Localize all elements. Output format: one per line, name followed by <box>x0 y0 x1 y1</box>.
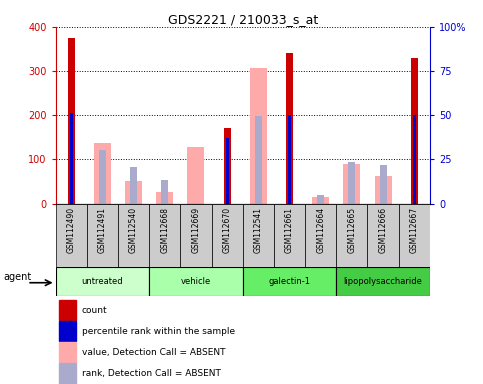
Text: GSM112664: GSM112664 <box>316 207 325 253</box>
Bar <box>343 164 360 204</box>
Bar <box>336 204 368 267</box>
Text: untreated: untreated <box>82 277 123 286</box>
Text: GSM112669: GSM112669 <box>191 207 200 253</box>
Bar <box>59 342 76 362</box>
Bar <box>242 204 274 267</box>
Bar <box>224 128 230 204</box>
Text: value, Detection Call = ABSENT: value, Detection Call = ABSENT <box>82 348 225 357</box>
Text: rank, Detection Call = ABSENT: rank, Detection Call = ABSENT <box>82 369 221 378</box>
Bar <box>374 176 392 204</box>
Bar <box>368 204 398 267</box>
Bar <box>130 167 137 204</box>
Bar <box>412 115 416 204</box>
Bar <box>68 38 74 204</box>
Bar <box>59 300 76 320</box>
Text: count: count <box>82 306 107 314</box>
Bar <box>56 267 149 296</box>
Bar <box>288 115 291 204</box>
Bar <box>87 204 118 267</box>
Bar <box>118 204 149 267</box>
Text: GSM112490: GSM112490 <box>67 207 76 253</box>
Text: GSM112670: GSM112670 <box>223 207 232 253</box>
Text: GSM112665: GSM112665 <box>347 207 356 253</box>
Bar <box>59 321 76 341</box>
Text: galectin-1: galectin-1 <box>269 277 311 286</box>
Bar <box>398 204 430 267</box>
Text: GSM112666: GSM112666 <box>379 207 387 253</box>
Text: GSM112491: GSM112491 <box>98 207 107 253</box>
Bar <box>305 204 336 267</box>
Bar <box>250 68 267 204</box>
Bar <box>336 267 430 296</box>
Bar <box>274 204 305 267</box>
Text: agent: agent <box>3 272 31 282</box>
Bar <box>411 58 418 204</box>
Bar <box>180 204 212 267</box>
Bar <box>156 192 173 204</box>
Bar <box>149 267 242 296</box>
Bar <box>212 204 242 267</box>
Text: GSM112668: GSM112668 <box>160 207 169 253</box>
Title: GDS2221 / 210033_s_at: GDS2221 / 210033_s_at <box>168 13 318 26</box>
Bar <box>94 142 111 204</box>
Bar <box>70 113 73 204</box>
Bar <box>187 147 204 204</box>
Bar <box>125 180 142 204</box>
Bar <box>317 195 324 204</box>
Bar <box>149 204 180 267</box>
Bar <box>286 53 293 204</box>
Text: GSM112541: GSM112541 <box>254 207 263 253</box>
Bar <box>56 204 87 267</box>
Bar <box>161 180 168 204</box>
Text: GSM112667: GSM112667 <box>410 207 419 253</box>
Bar <box>59 363 76 384</box>
Text: percentile rank within the sample: percentile rank within the sample <box>82 327 235 336</box>
Text: GSM112540: GSM112540 <box>129 207 138 253</box>
Bar <box>312 197 329 204</box>
Bar <box>348 162 355 204</box>
Bar <box>380 165 386 204</box>
Text: lipopolysaccharide: lipopolysaccharide <box>343 277 423 286</box>
Bar <box>242 267 336 296</box>
Bar <box>99 150 106 204</box>
Bar <box>255 116 262 204</box>
Text: vehicle: vehicle <box>181 277 211 286</box>
Bar <box>226 138 228 204</box>
Text: GSM112661: GSM112661 <box>285 207 294 253</box>
